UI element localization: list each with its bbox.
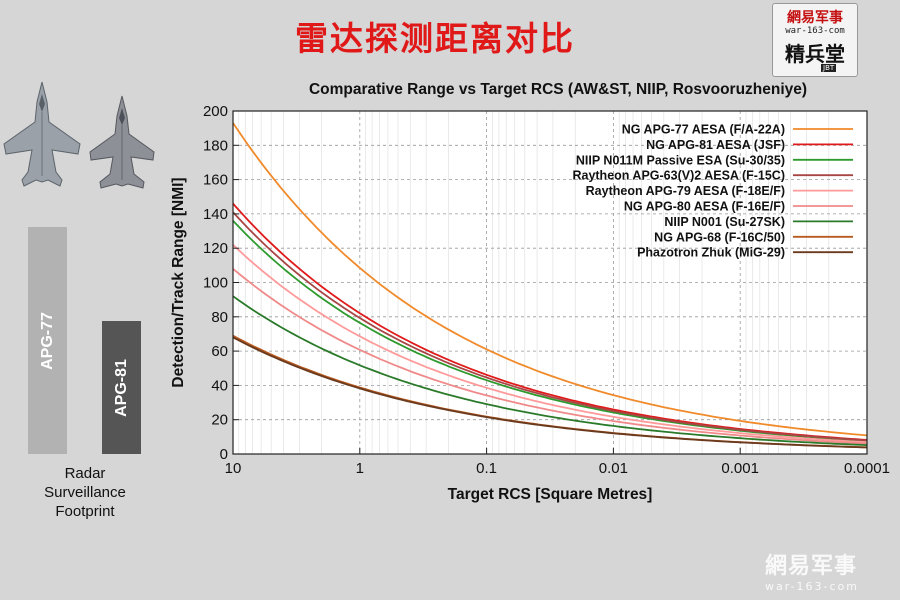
y-tick-label: 180 — [203, 137, 228, 154]
logo-text-2: war-163-com — [785, 26, 845, 36]
legend-label: NIIP N011M Passive ESA (Su-30/35) — [576, 153, 785, 167]
aircraft-illustrations — [3, 81, 155, 189]
series-line — [232, 122, 868, 437]
series-line — [232, 244, 868, 444]
x-tick-label: 10 — [225, 460, 242, 477]
legend-label: Raytheon APG-63(V)2 AESA (F-15C) — [572, 169, 785, 183]
legend-label: NG APG-80 AESA (F-16E/F) — [624, 200, 785, 214]
y-tick-label: 100 — [203, 275, 228, 292]
watermark: 網易军事 war-163-com — [765, 548, 895, 593]
logo-text-1: 網易军事 — [787, 10, 843, 26]
site-logo: 網易军事 war-163-com 精兵堂 JBT — [772, 3, 858, 77]
footprint-bar-apg81: APG-81 — [102, 321, 141, 454]
footprint-caption-line: Surveillance — [44, 484, 126, 501]
y-tick-label: 200 — [203, 103, 228, 120]
f22-aircraft-icon — [3, 81, 81, 187]
x-tick-label: 0.01 — [599, 460, 628, 477]
range-vs-rcs-chart: 10 1 0.1 0.01 0.001 0.0001 0 20 40 60 80 100 120 140 1… — [170, 81, 890, 503]
x-tick-label: 0.0001 — [844, 460, 890, 477]
y-tick-label: 0 — [220, 446, 228, 463]
y-tick-label: 140 — [203, 206, 228, 223]
y-tick-label: 160 — [203, 172, 228, 189]
watermark-main: 網易军事 — [765, 554, 858, 579]
page-headline: 雷达探测距离对比 — [295, 19, 575, 58]
legend-label: NG APG-81 AESA (JSF) — [646, 138, 785, 152]
legend-label: NG APG-68 (F-16C/50) — [654, 230, 785, 244]
footprint-bar-label: APG-77 — [38, 311, 56, 370]
series-line — [232, 211, 868, 442]
legend-label: Phazotron Zhuk (MiG-29) — [637, 246, 785, 260]
footprint-bar-apg77: APG-77 — [28, 227, 67, 454]
x-tick-label: 0.1 — [476, 460, 497, 477]
f35-aircraft-icon — [89, 95, 155, 189]
y-tick-label: 60 — [211, 343, 228, 360]
y-tick-label: 120 — [203, 240, 228, 257]
series-line — [232, 295, 868, 446]
x-axis-label: Target RCS [Square Metres] — [448, 486, 653, 503]
series-line — [232, 336, 868, 449]
y-tick-label: 40 — [211, 377, 228, 394]
x-tick-label: 1 — [356, 460, 364, 477]
footprint-caption-line: Footprint — [55, 503, 115, 520]
legend-label: Raytheon APG-79 AESA (F-18E/F) — [586, 184, 785, 198]
footprint-caption-line: Radar — [64, 465, 106, 482]
logo-text-4: JBT — [821, 64, 837, 72]
x-tick-label: 0.001 — [721, 460, 759, 477]
y-tick-label: 20 — [211, 412, 228, 429]
logo-text-3: 精兵堂 — [785, 42, 845, 66]
chart-title: Comparative Range vs Target RCS (AW&ST, … — [309, 81, 807, 98]
legend-label: NG APG-77 AESA (F/A-22A) — [622, 123, 785, 137]
y-axis-label: Detection/Track Range [NMI] — [170, 177, 187, 387]
y-tick-label: 80 — [211, 309, 228, 326]
legend-label: NIIP N001 (Su-27SK) — [664, 215, 785, 229]
series-line — [232, 268, 868, 445]
footprint-bar-label: APG-81 — [112, 358, 130, 417]
footprint-caption: Radar Surveillance Footprint — [15, 464, 155, 521]
watermark-sub: war-163-com — [765, 580, 859, 593]
